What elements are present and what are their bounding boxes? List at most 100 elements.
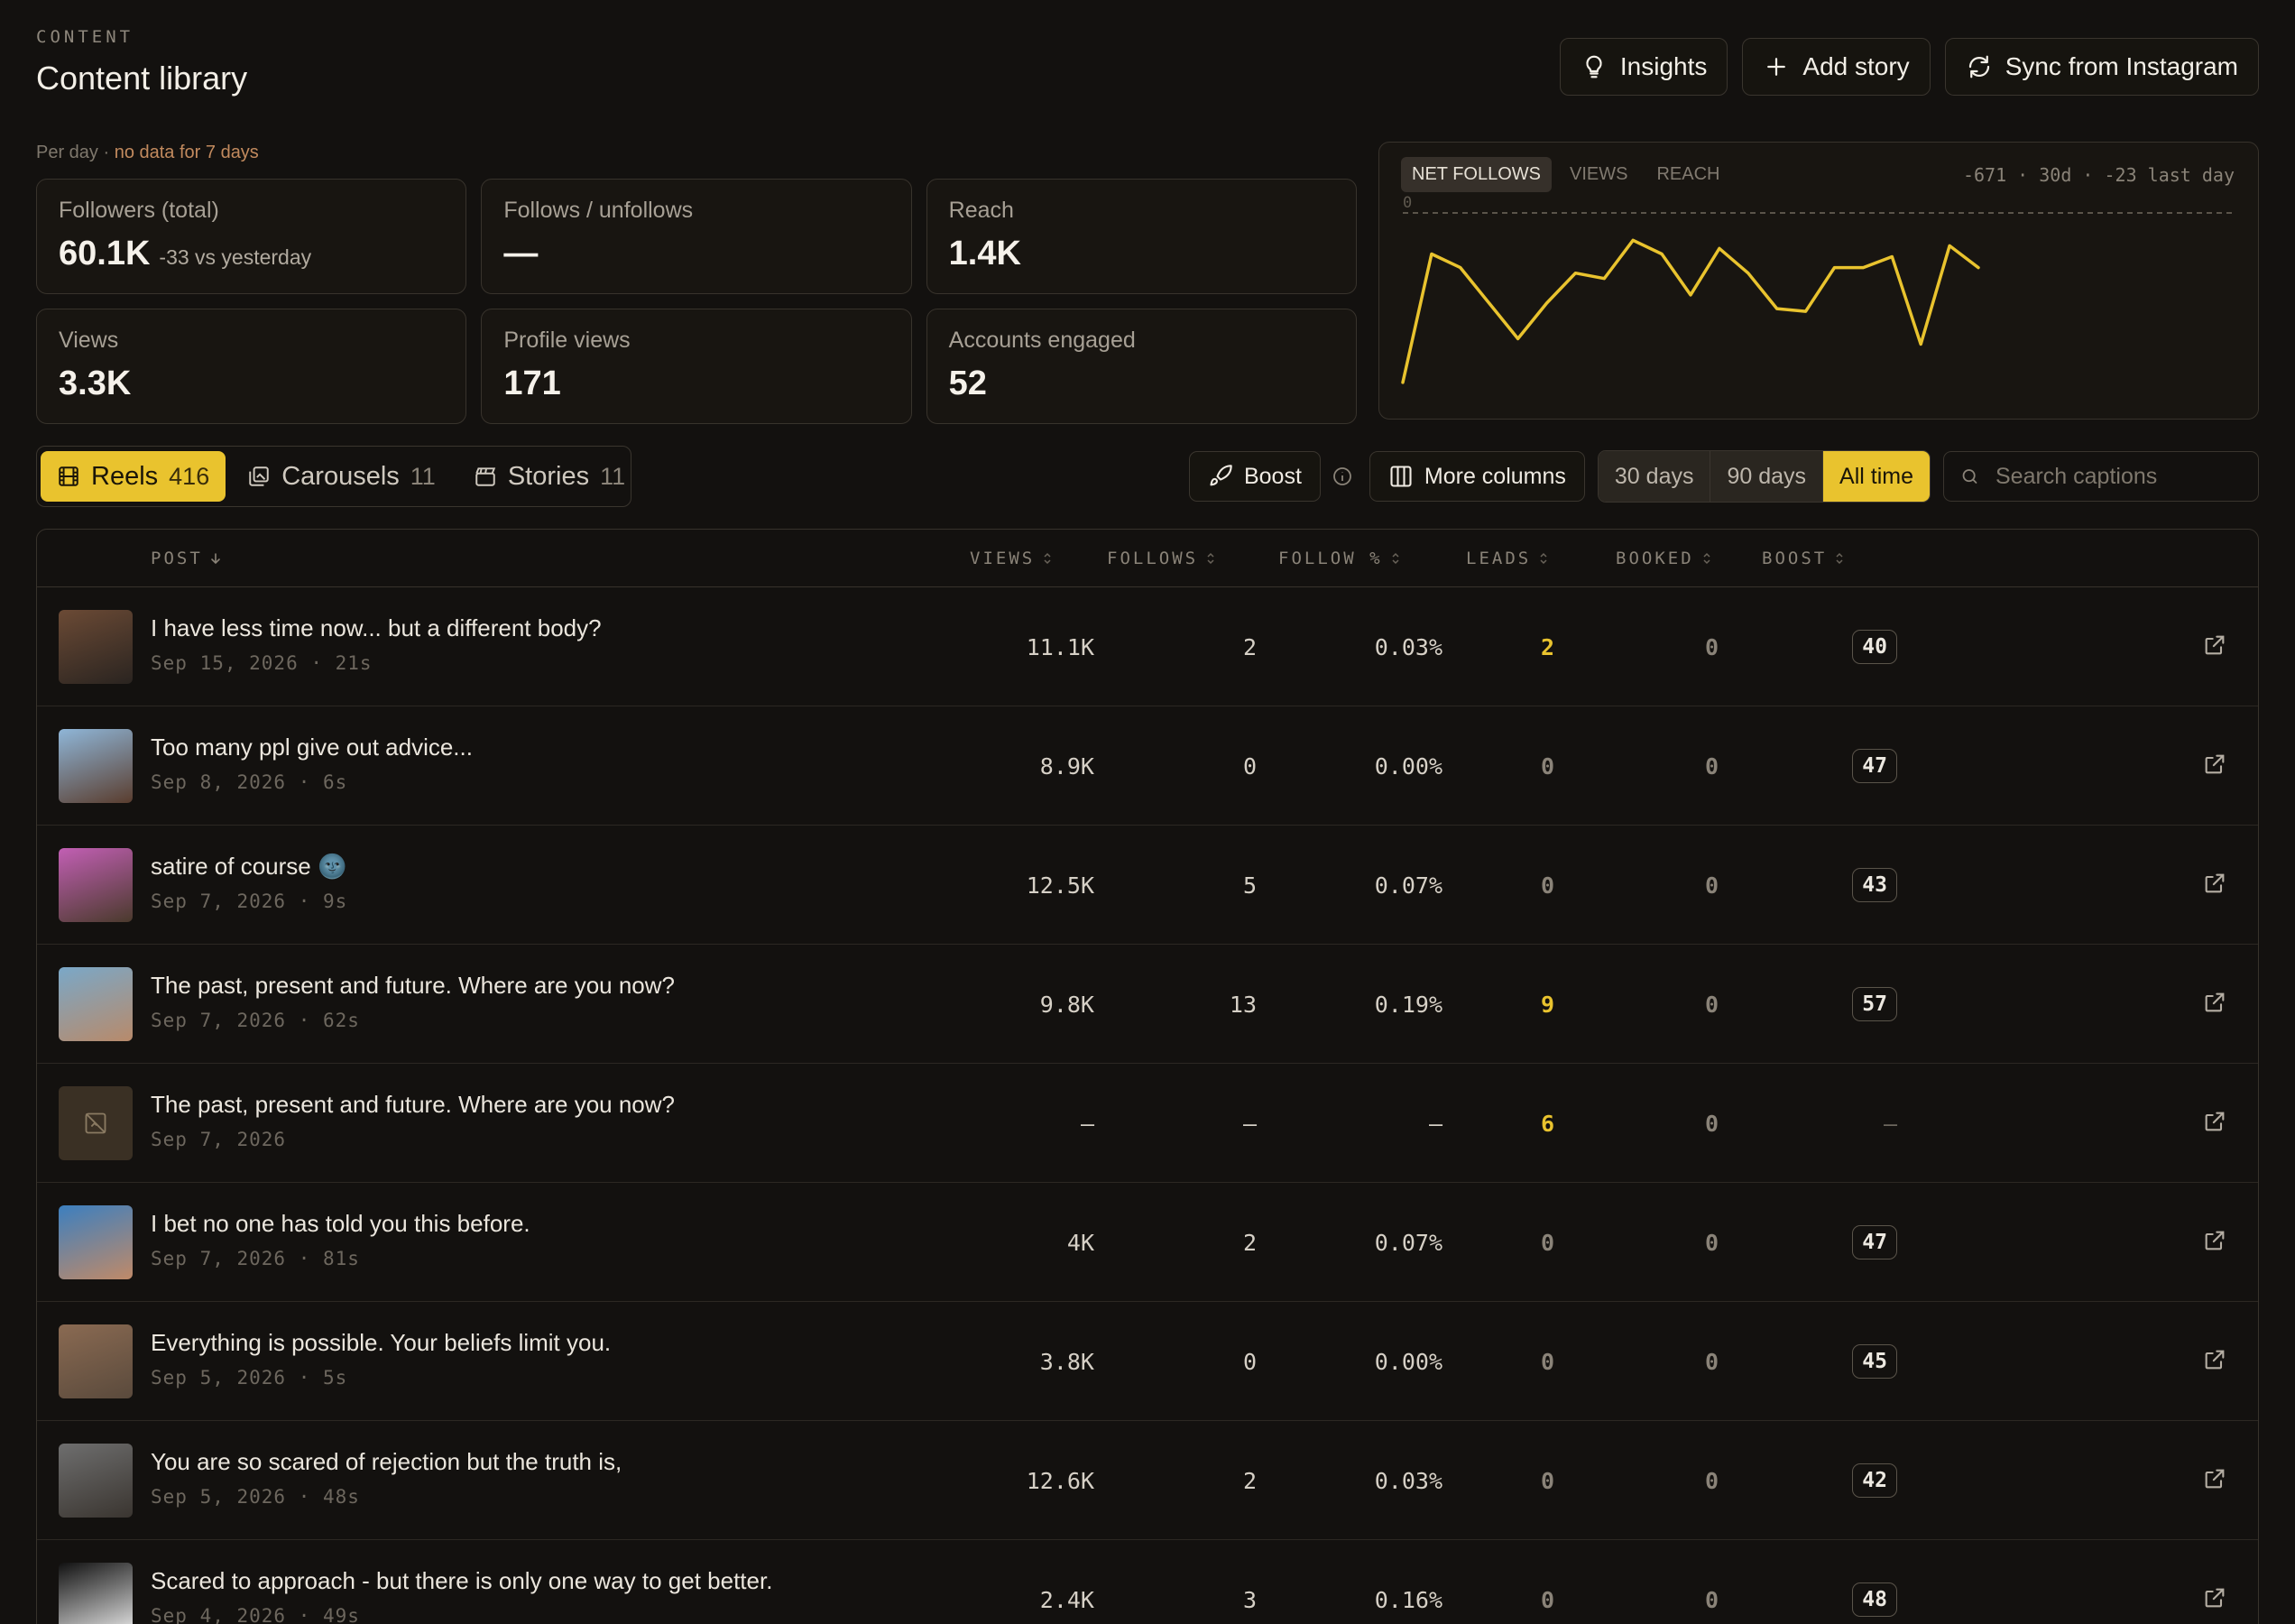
- column-boost-header[interactable]: BOOST: [1762, 530, 1847, 587]
- table-row[interactable]: satire of course 🌚 Sep 7, 2026 · 9s 12.5K 5…: [37, 826, 2258, 945]
- tab-carousels[interactable]: Carousels 11: [231, 451, 452, 502]
- post-caption: The past, present and future. Where are …: [151, 972, 676, 999]
- boost-score-badge: 57: [1852, 987, 1897, 1021]
- booked-cell: 0: [1704, 633, 1719, 660]
- boost-score-badge: 47: [1852, 749, 1897, 783]
- booked-cell: 0: [1704, 752, 1719, 780]
- content-table: POST VIEWS FOLLOWS FOLLOW % LEADS BOOKED…: [36, 529, 2259, 1624]
- leads-cell: 0: [1540, 1467, 1554, 1494]
- boost-score-badge: 48: [1852, 1582, 1897, 1617]
- boost-score-badge: 45: [1852, 1344, 1897, 1379]
- post-thumbnail: [59, 610, 133, 684]
- external-link-icon[interactable]: [2202, 1466, 2227, 1491]
- more-columns-button[interactable]: More columns: [1369, 451, 1585, 502]
- boost-score-badge: 47: [1852, 1225, 1897, 1260]
- views-cell: 12.6K: [1026, 1467, 1094, 1494]
- chart-tab-net-follows[interactable]: NET FOLLOWS: [1401, 157, 1552, 192]
- column-post-header[interactable]: POST: [151, 530, 223, 587]
- external-link-icon[interactable]: [2202, 752, 2227, 777]
- boost-score-badge: —: [1883, 1110, 1897, 1137]
- chart-tab-reach[interactable]: REACH: [1656, 164, 1720, 184]
- sort-icon: [1207, 552, 1214, 565]
- post-thumbnail: [59, 1444, 133, 1518]
- boost-label: Boost: [1243, 463, 1302, 489]
- chart-tabs: NET FOLLOWS VIEWS REACH: [1401, 157, 1730, 192]
- kpi-views-card: Views 3.3K: [36, 309, 467, 424]
- tab-count: 11: [600, 462, 626, 490]
- table-row[interactable]: I have less time now... but a different …: [37, 587, 2258, 706]
- tab-stories[interactable]: Stories 11: [457, 451, 641, 502]
- search-input[interactable]: [1995, 463, 2242, 490]
- follow-pct-cell: 0.19%: [1374, 991, 1442, 1018]
- table-row[interactable]: The past, present and future. Where are …: [37, 1064, 2258, 1183]
- boost-cell: 57: [1796, 945, 1897, 1064]
- post-thumbnail: [59, 1563, 133, 1624]
- trend-chart-card: 0 NET FOLLOWS VIEWS REACH -671 · 30d · -…: [1378, 142, 2259, 420]
- content-type-tabs: Reels 416 Carousels 11 Stories 11: [36, 446, 631, 507]
- boost-cell: 42: [1796, 1421, 1897, 1540]
- more-columns-label: More columns: [1424, 463, 1566, 489]
- views-value: 3.3K: [59, 364, 132, 402]
- insights-button[interactable]: Insights: [1559, 38, 1728, 96]
- range-90-days[interactable]: 90 days: [1710, 451, 1824, 502]
- column-label: LEADS: [1466, 549, 1532, 568]
- column-views-header[interactable]: VIEWS: [970, 530, 1055, 587]
- sort-icon: [1836, 552, 1843, 565]
- table-row[interactable]: Scared to approach - but there is only o…: [37, 1540, 2258, 1624]
- external-link-icon[interactable]: [2202, 990, 2227, 1015]
- image-off-icon: [59, 1086, 133, 1160]
- post-caption: Scared to approach - but there is only o…: [151, 1567, 773, 1594]
- post-meta: Sep 15, 2026 · 21s: [151, 652, 373, 674]
- external-link-icon[interactable]: [2202, 871, 2227, 896]
- column-booked-header[interactable]: BOOKED: [1616, 530, 1714, 587]
- table-row[interactable]: I bet no one has told you this before. Se…: [37, 1183, 2258, 1302]
- kpi-label: Accounts engaged: [948, 328, 1136, 353]
- kpi-label: Reach: [948, 198, 1014, 223]
- info-icon[interactable]: [1332, 466, 1353, 487]
- external-link-icon[interactable]: [2202, 1347, 2227, 1372]
- leads-cell: 6: [1540, 1110, 1554, 1137]
- follow-pct-cell: 0.16%: [1374, 1586, 1442, 1613]
- external-link-icon[interactable]: [2202, 1228, 2227, 1253]
- follow-pct-cell: 0.03%: [1374, 633, 1442, 660]
- search-icon: [1962, 469, 1977, 484]
- column-follows-header[interactable]: FOLLOWS: [1107, 530, 1218, 587]
- header-actions: Insights Add story Sync from Instagram: [1559, 38, 2259, 96]
- followers-value: 60.1K: [59, 235, 151, 272]
- follows-cell: 0: [1242, 752, 1257, 780]
- post-meta: Sep 7, 2026 · 81s: [151, 1248, 360, 1269]
- booked-cell: 0: [1704, 872, 1719, 899]
- table-row[interactable]: Too many ppl give out advice... Sep 8, 20…: [37, 706, 2258, 826]
- reach-value: 1.4K: [948, 235, 1021, 272]
- column-follow-pct-header[interactable]: FOLLOW %: [1278, 530, 1403, 587]
- views-cell: –: [1080, 1110, 1094, 1137]
- post-meta: Sep 7, 2026 · 9s: [151, 890, 348, 912]
- views-cell: 11.1K: [1026, 633, 1094, 660]
- external-link-icon[interactable]: [2202, 632, 2227, 658]
- table-row[interactable]: The past, present and future. Where are …: [37, 945, 2258, 1064]
- kpi-label: Follows / unfollows: [503, 198, 694, 223]
- external-link-icon[interactable]: [2202, 1585, 2227, 1610]
- range-all-time[interactable]: All time: [1823, 451, 1930, 502]
- no-data-warning: no data for 7 days: [114, 143, 259, 162]
- boost-cell: 43: [1796, 826, 1897, 945]
- table-header: POST VIEWS FOLLOWS FOLLOW % LEADS BOOKED…: [37, 530, 2258, 587]
- external-link-icon[interactable]: [2202, 1109, 2227, 1134]
- columns-icon: [1390, 466, 1412, 487]
- add-story-label: Add story: [1802, 52, 1910, 80]
- post-caption: I have less time now... but a different …: [151, 614, 602, 641]
- kpi-followers-card: Followers (total) 60.1K -33 vs yesterday: [36, 179, 467, 294]
- sync-instagram-button[interactable]: Sync from Instagram: [1944, 38, 2259, 96]
- sort-icon: [1540, 552, 1547, 565]
- column-leads-header[interactable]: LEADS: [1466, 530, 1551, 587]
- chart-tab-views[interactable]: VIEWS: [1570, 164, 1628, 184]
- table-row[interactable]: Everything is possible. Your beliefs lim…: [37, 1302, 2258, 1421]
- boost-button[interactable]: Boost: [1188, 451, 1321, 502]
- tab-reels[interactable]: Reels 416: [41, 451, 226, 502]
- column-label: BOOST: [1762, 549, 1828, 568]
- profile-views-value: 171: [503, 364, 561, 402]
- add-story-button[interactable]: Add story: [1742, 38, 1931, 96]
- post-caption: The past, present and future. Where are …: [151, 1091, 676, 1118]
- table-row[interactable]: You are so scared of rejection but the t…: [37, 1421, 2258, 1540]
- range-30-days[interactable]: 30 days: [1598, 451, 1711, 502]
